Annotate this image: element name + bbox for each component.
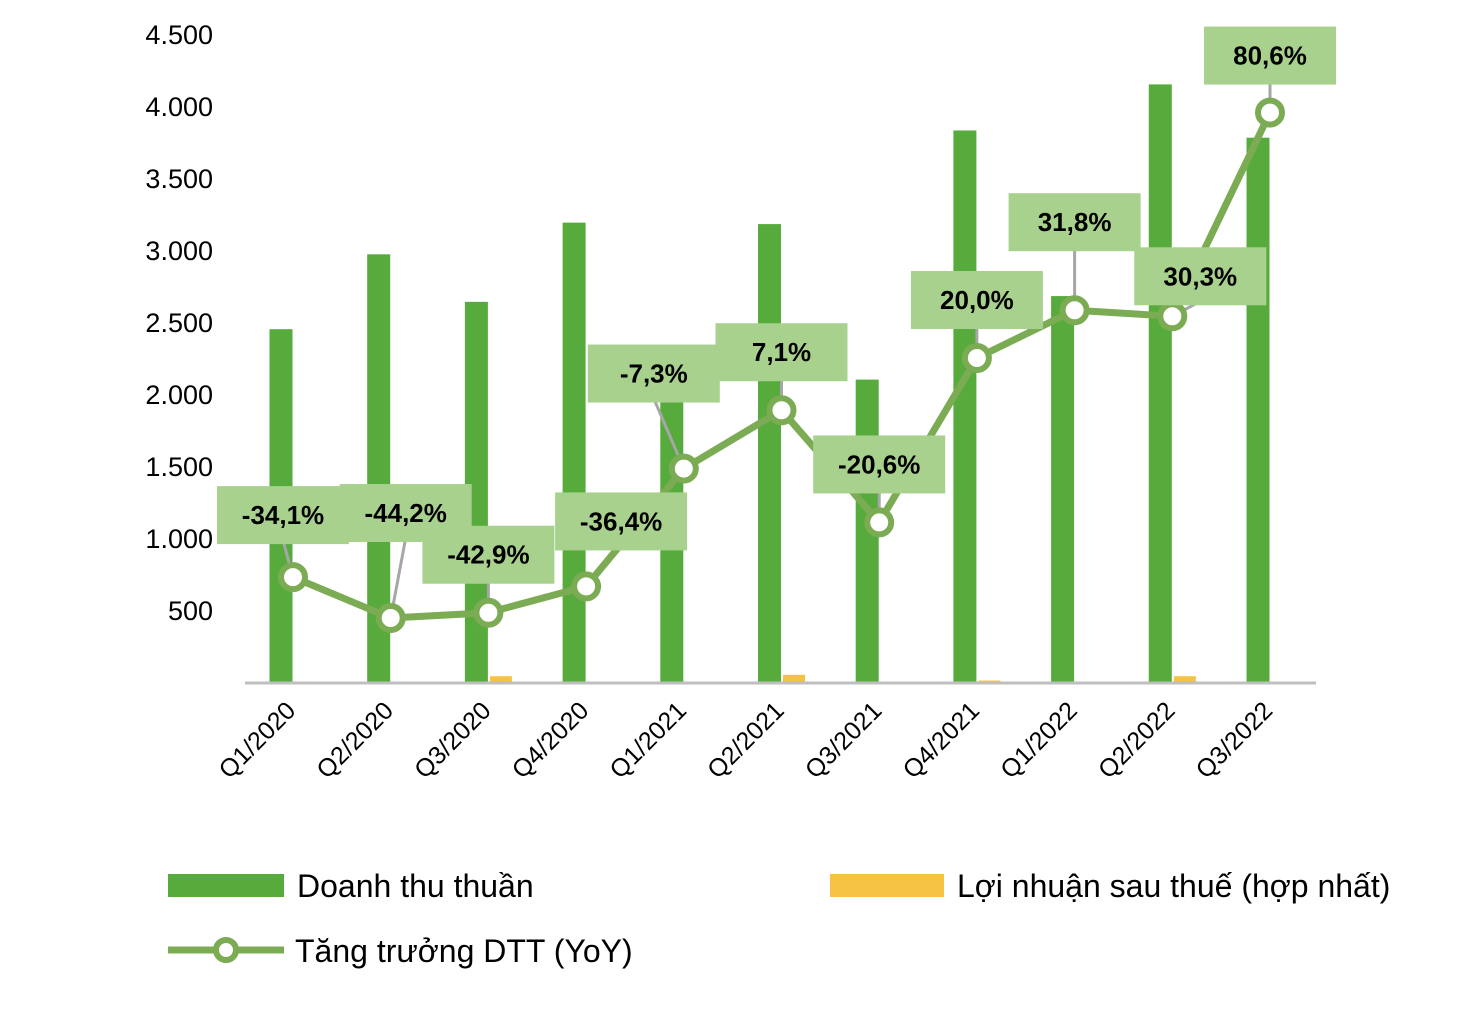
growth-point	[1255, 97, 1285, 128]
legend-profit-swatch	[830, 874, 944, 897]
legend-profit-label: Lợi nhuận sau thuế (hợp nhất)	[957, 868, 1390, 904]
revenue-bar	[953, 130, 977, 683]
growth-data-label: -44,2%	[365, 498, 447, 528]
growth-point	[375, 603, 406, 634]
x-tick-label: Q4/2021	[898, 696, 986, 784]
revenue-bar	[562, 222, 586, 682]
growth-point	[278, 562, 308, 593]
growth-data-label: -20,6%	[838, 449, 920, 479]
growth-label-box	[1008, 193, 1141, 252]
growth-data-label: 20,0%	[940, 285, 1014, 315]
growth-data-label: -34,1%	[242, 500, 324, 530]
revenue-bars	[269, 84, 1270, 683]
growth-label-box	[910, 271, 1043, 329]
profit-bar	[783, 674, 805, 682]
growth-data-label: -42,9%	[447, 540, 529, 570]
growth-label-box	[422, 525, 555, 584]
y-tick-label: 3.000	[145, 236, 213, 266]
growth-label-box	[813, 435, 946, 494]
revenue-bar	[1051, 296, 1075, 682]
y-tick-label: 500	[168, 596, 213, 626]
x-tick-label: Q3/2022	[1191, 696, 1279, 784]
x-axis-categories: Q1/2020 Q2/2020 Q3/2020 Q4/2020 Q1/2021 Q2/20…	[214, 696, 1279, 784]
growth-point	[864, 507, 895, 538]
x-tick-label: Q1/2020	[214, 696, 302, 784]
profit-bar	[978, 680, 1001, 682]
profit-bar	[489, 676, 512, 682]
y-tick-label: 1.000	[145, 524, 213, 554]
y-tick-label: 1.500	[145, 452, 213, 482]
revenue-bar	[1148, 84, 1172, 682]
growth-point	[961, 343, 992, 373]
revenue-bar	[1246, 137, 1270, 682]
legend-revenue-swatch	[168, 874, 284, 897]
growth-data-label: -7,3%	[620, 359, 688, 389]
profit-bar	[1173, 676, 1196, 682]
growth-data-label: 30,3%	[1163, 261, 1237, 291]
legend-growth-marker-icon	[213, 937, 239, 963]
y-tick-label: 4.500	[145, 20, 213, 50]
revenue-bar	[367, 254, 391, 682]
x-tick-label: Q3/2020	[409, 696, 497, 784]
growth-data-label: 80,6%	[1233, 41, 1307, 71]
legend-revenue-label: Doanh thu thuần	[297, 868, 534, 904]
growth-point	[571, 571, 602, 602]
revenue-bar	[758, 224, 781, 682]
growth-label-box	[217, 486, 349, 545]
growth-label-box	[1134, 247, 1267, 306]
x-tick-label: Q2/2020	[311, 696, 399, 784]
y-tick-label: 2.000	[145, 380, 213, 410]
growth-data-label: 31,8%	[1038, 207, 1112, 237]
y-axis-ticks: 4.500 4.000 3.500 3.000 2.500 2.000 1.500 1.000…	[145, 20, 213, 626]
revenue-bar	[464, 301, 488, 682]
x-tick-label: Q2/2022	[1093, 696, 1181, 784]
growth-points	[278, 97, 1285, 634]
x-tick-label: Q2/2021	[702, 696, 790, 784]
growth-label-box	[1204, 26, 1336, 85]
legend: Doanh thu thuần Lợi nhuận sau thuế (hợp …	[168, 868, 1390, 969]
y-tick-label: 3.500	[145, 164, 213, 194]
x-tick-label: Q4/2020	[507, 696, 595, 784]
legend-growth-label: Tăng trưởng DTT (YoY)	[295, 933, 633, 969]
growth-point	[1157, 301, 1188, 332]
profit-bars	[489, 674, 1196, 682]
growth-label-box	[715, 323, 848, 382]
y-tick-label: 2.500	[145, 308, 213, 338]
growth-data-label: 7,1%	[752, 337, 811, 367]
growth-data-label: -36,4%	[580, 506, 662, 536]
x-tick-label: Q3/2021	[800, 696, 888, 784]
growth-labels: -34,1% -44,2%-42,9% -36,4% -7,3% 7,1% -20,6% 2…	[217, 26, 1336, 584]
y-tick-label: 4.000	[145, 92, 213, 122]
growth-point	[766, 395, 797, 426]
growth-label-box	[555, 492, 688, 551]
growth-point	[473, 597, 504, 628]
growth-label-box	[587, 344, 720, 403]
x-tick-label: Q1/2022	[995, 696, 1083, 784]
growth-point	[668, 453, 699, 484]
growth-point	[1059, 295, 1090, 326]
x-tick-label: Q1/2021	[604, 696, 692, 784]
